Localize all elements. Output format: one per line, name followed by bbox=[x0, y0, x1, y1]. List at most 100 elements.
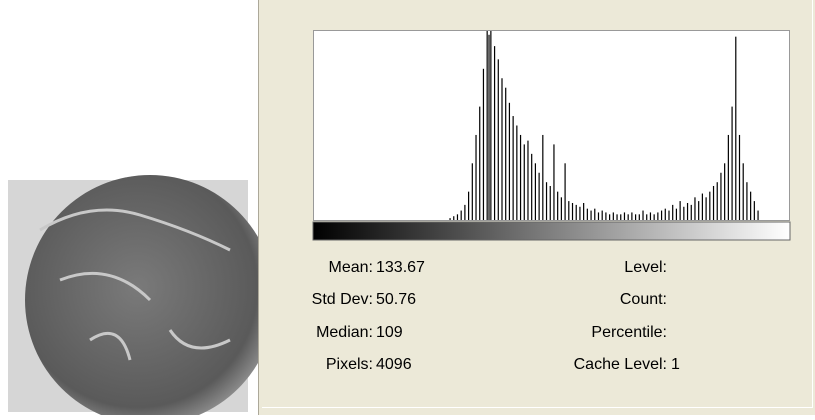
histogram-bar bbox=[746, 182, 747, 220]
screen: Mean:133.67Std Dev:50.76Median:109Pixels… bbox=[0, 0, 815, 415]
histogram-bar bbox=[598, 212, 599, 220]
histogram-bar bbox=[520, 135, 521, 220]
histogram-bar bbox=[483, 69, 484, 220]
histogram-bar bbox=[579, 207, 580, 220]
histogram-bar bbox=[706, 197, 707, 220]
histogram-bar bbox=[583, 203, 584, 220]
histogram-bar bbox=[613, 212, 614, 220]
histogram-bar bbox=[676, 209, 677, 220]
histogram-bar bbox=[494, 46, 495, 220]
histogram-bar bbox=[661, 211, 662, 220]
stat-label: Mean: bbox=[329, 259, 373, 276]
histogram-bar bbox=[631, 212, 632, 220]
histogram-bar bbox=[687, 203, 688, 220]
histogram-bar bbox=[735, 37, 736, 220]
info-label: Cache Level: bbox=[574, 356, 667, 373]
histogram-bar bbox=[665, 209, 666, 220]
histogram-bar bbox=[628, 214, 629, 220]
histogram-bar bbox=[568, 201, 569, 220]
histogram-bar bbox=[475, 135, 476, 220]
histogram-bar bbox=[683, 207, 684, 220]
histogram-bar bbox=[650, 212, 651, 220]
histogram-bar bbox=[754, 201, 755, 220]
gradient-ramp bbox=[313, 222, 790, 240]
histogram-bar bbox=[472, 163, 473, 220]
histogram-bar bbox=[728, 135, 729, 220]
histogram-bar bbox=[505, 88, 506, 220]
histogram-bar bbox=[717, 182, 718, 220]
histogram-bar bbox=[539, 173, 540, 220]
histogram-bar bbox=[691, 205, 692, 220]
histogram-bar bbox=[576, 205, 577, 220]
histogram-bar bbox=[602, 211, 603, 220]
histogram-bar bbox=[501, 78, 502, 220]
histogram-bar bbox=[594, 209, 595, 220]
histogram-bar bbox=[461, 211, 462, 220]
histogram-bar bbox=[680, 201, 681, 220]
histogram-bar bbox=[498, 59, 499, 220]
histogram-bar bbox=[713, 186, 714, 220]
histogram-bar bbox=[698, 201, 699, 220]
histogram-bar bbox=[624, 212, 625, 220]
histogram-bar bbox=[620, 214, 621, 220]
histogram-bar bbox=[731, 107, 732, 220]
histogram-bar bbox=[546, 182, 547, 220]
histogram-area bbox=[314, 31, 790, 221]
histogram-bar bbox=[743, 163, 744, 220]
histogram-bar bbox=[531, 154, 532, 220]
info-label: Level: bbox=[624, 259, 667, 276]
stat-value: 109 bbox=[376, 324, 403, 341]
histogram-bar bbox=[646, 214, 647, 220]
histogram-bar bbox=[557, 192, 558, 220]
histogram-bar bbox=[468, 192, 469, 220]
histogram-bar bbox=[702, 194, 703, 220]
histogram-bar bbox=[516, 126, 517, 221]
histogram-bar bbox=[513, 116, 514, 220]
stat-value: 4096 bbox=[376, 356, 412, 373]
histogram-bar bbox=[654, 214, 655, 220]
histogram-bar bbox=[757, 211, 758, 220]
histogram-bar bbox=[616, 214, 617, 220]
histogram-bar bbox=[490, 31, 491, 220]
histogram-bar bbox=[694, 197, 695, 220]
histogram-bar bbox=[720, 173, 721, 220]
info-label: Count: bbox=[620, 291, 667, 308]
histogram-bar bbox=[642, 211, 643, 220]
histogram-bar bbox=[739, 135, 740, 220]
histogram-bar bbox=[453, 216, 454, 220]
histogram-bar bbox=[535, 163, 536, 220]
histogram-bar bbox=[709, 192, 710, 220]
histogram-bar bbox=[672, 205, 673, 220]
histogram-bar bbox=[609, 214, 610, 220]
histogram-bar bbox=[487, 31, 488, 220]
histogram-bar bbox=[605, 212, 606, 220]
stat-label: Median: bbox=[316, 324, 373, 341]
histogram-bar bbox=[550, 186, 551, 220]
histogram-bar bbox=[590, 211, 591, 220]
histogram-bar bbox=[668, 211, 669, 220]
histogram-bar bbox=[657, 212, 658, 220]
histogram-bar bbox=[542, 135, 543, 220]
histogram-bar bbox=[724, 163, 725, 220]
histogram-bar bbox=[553, 144, 554, 220]
histogram-bar bbox=[561, 197, 562, 220]
histogram-bar bbox=[464, 205, 465, 220]
stat-value: 50.76 bbox=[376, 291, 416, 308]
histogram-bar bbox=[750, 192, 751, 220]
histogram-bar bbox=[449, 218, 450, 220]
histogram-bar bbox=[457, 214, 458, 220]
histogram-bar bbox=[587, 209, 588, 220]
stat-label: Std Dev: bbox=[312, 291, 373, 308]
info-label: Percentile: bbox=[591, 324, 667, 341]
info-value: 1 bbox=[671, 356, 680, 373]
histogram-bar bbox=[527, 141, 528, 220]
stat-value: 133.67 bbox=[376, 259, 425, 276]
histogram-bar bbox=[639, 214, 640, 220]
histogram-bar bbox=[635, 214, 636, 220]
histogram-bar bbox=[488, 35, 489, 220]
image-preview bbox=[8, 175, 275, 415]
stat-label: Pixels: bbox=[326, 356, 373, 373]
histogram-bar bbox=[509, 103, 510, 220]
histogram-bar bbox=[564, 163, 565, 220]
histogram-bar bbox=[479, 107, 480, 220]
